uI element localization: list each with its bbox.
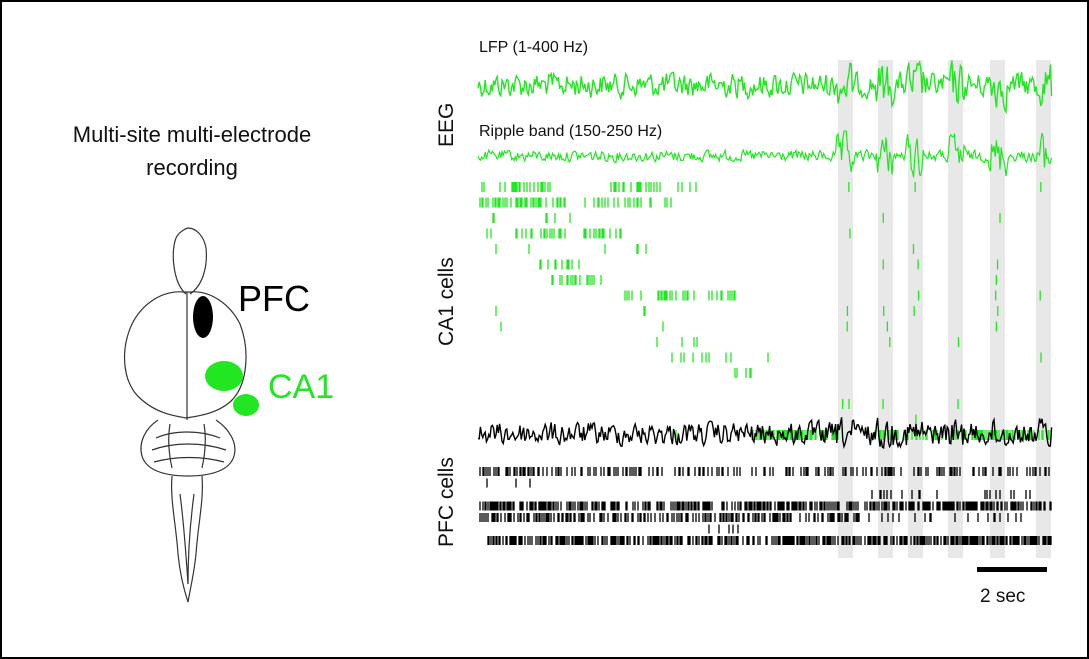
brainstem bbox=[171, 475, 203, 603]
olfactory-bulb-right bbox=[187, 227, 207, 295]
eeg-axis-label: EEG bbox=[435, 102, 458, 147]
ca1-cells-axis-label: CA1 cells bbox=[435, 257, 458, 346]
pfc-lfp-trace bbox=[477, 416, 1053, 450]
ripple-trace-label: Ripple band (150-250 Hz) bbox=[479, 123, 663, 140]
lfp-trace-label: LFP (1-400 Hz) bbox=[479, 39, 589, 56]
ca1-label: CA1 bbox=[268, 368, 335, 406]
pfc-lfp-signal bbox=[477, 416, 1053, 450]
ripple-highlight-bands bbox=[838, 60, 1051, 558]
panel-title-line2: recording bbox=[146, 155, 238, 180]
scale-bar-label: 2 sec bbox=[980, 586, 1026, 607]
lfp-trace bbox=[477, 60, 1053, 115]
pfc-label: PFC bbox=[238, 278, 310, 319]
pfc-region bbox=[193, 296, 213, 338]
ripple-band-trace bbox=[477, 130, 1053, 178]
ca1-region-lower bbox=[233, 394, 259, 416]
ca1-spike-raster bbox=[479, 182, 1052, 440]
recording-traces bbox=[477, 60, 1053, 572]
pfc-cells-axis-label: PFC cells bbox=[435, 457, 458, 547]
cerebrum-outline bbox=[123, 291, 247, 419]
brain-diagram bbox=[123, 227, 259, 603]
lfp-signal bbox=[477, 60, 1053, 115]
ripple-event-band bbox=[838, 60, 853, 558]
scale-bar bbox=[977, 567, 1047, 572]
ripple-event-band bbox=[878, 60, 893, 558]
olfactory-bulb-left bbox=[172, 227, 189, 295]
ripple-signal bbox=[477, 130, 1053, 178]
panel-title-line1: Multi-site multi-electrode bbox=[72, 122, 312, 147]
cerebellum-outline bbox=[140, 419, 236, 477]
ripple-event-band bbox=[1036, 60, 1051, 558]
ripple-event-band bbox=[908, 60, 923, 558]
pfc-spike-raster bbox=[479, 467, 1052, 545]
ca1-region-upper bbox=[205, 361, 243, 391]
